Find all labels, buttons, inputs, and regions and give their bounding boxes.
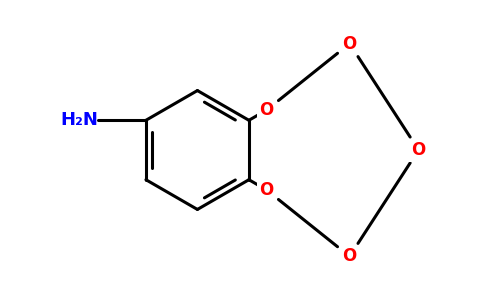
Text: O: O — [259, 101, 273, 119]
Text: O: O — [343, 34, 357, 52]
Text: O: O — [259, 181, 273, 199]
Text: O: O — [343, 248, 357, 266]
Text: H₂N: H₂N — [60, 111, 98, 129]
Text: O: O — [411, 141, 425, 159]
